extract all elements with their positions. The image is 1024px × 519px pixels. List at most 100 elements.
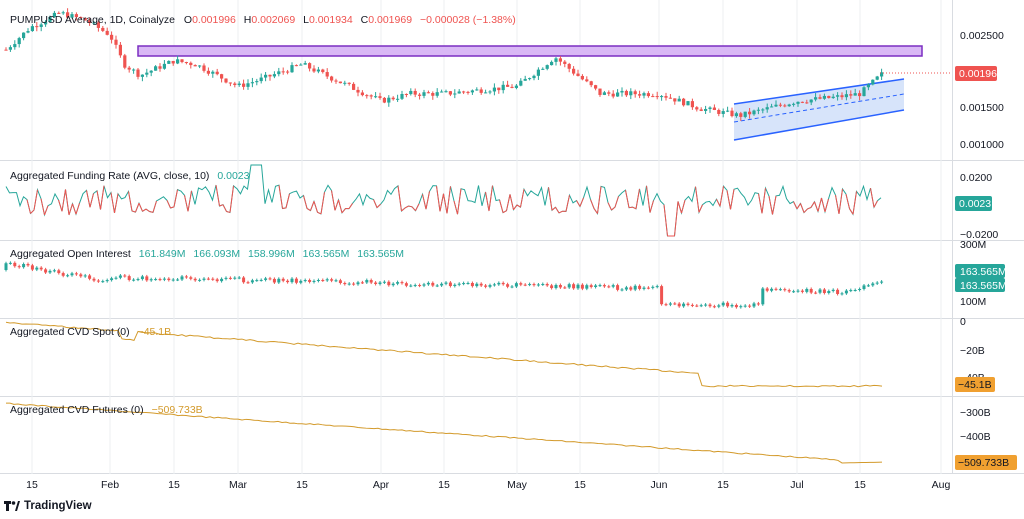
funding-negative-segment: [110, 192, 115, 214]
funding-pane[interactable]: [5, 164, 882, 237]
candle-body: [360, 92, 364, 96]
candle-body: [426, 92, 430, 94]
candle-body: [673, 98, 677, 102]
oi-body: [356, 282, 360, 285]
candle-body: [22, 32, 26, 39]
candle-body: [176, 59, 180, 64]
cvd-spot-axis[interactable]: 0 −20B −40B −45.1B: [955, 316, 995, 392]
candle-body: [246, 83, 250, 87]
oi-body: [39, 267, 43, 270]
candle-body: [154, 66, 158, 71]
candle-body: [778, 104, 782, 106]
open-interest-pane[interactable]: [4, 261, 884, 309]
candle-body: [435, 92, 439, 96]
funding-negative-segment: [215, 184, 220, 207]
candle-body: [589, 81, 593, 86]
candle-body: [475, 89, 479, 91]
channel-lower-line[interactable]: [733, 109, 905, 141]
oi-value-3: 158.996M: [248, 248, 295, 260]
candle-body: [677, 98, 681, 102]
oi-body: [554, 284, 558, 289]
candle-body: [585, 79, 589, 82]
oi-axis-tick: 300M: [960, 239, 986, 251]
oi-body: [545, 283, 549, 286]
cvd-spot-tag-text: −45.1B: [958, 379, 992, 391]
oi-body: [347, 283, 351, 285]
oi-body: [325, 279, 329, 281]
funding-negative-segment: [555, 206, 560, 214]
candle-body: [127, 67, 131, 70]
funding-negative-segment: [695, 186, 700, 213]
candle-body: [290, 65, 294, 73]
oi-body: [110, 278, 114, 281]
candle-body: [44, 21, 48, 25]
price-axis-tick: 0.001500: [960, 102, 1004, 114]
ascending-channel[interactable]: [734, 79, 904, 140]
funding-negative-segment: [436, 185, 441, 212]
oi-body: [492, 284, 496, 286]
candle-body: [409, 90, 413, 95]
oi-body: [360, 282, 364, 284]
funding-negative-segment: [341, 208, 346, 214]
oi-body: [96, 280, 100, 282]
candle-body: [215, 71, 219, 75]
oi-body: [792, 291, 796, 293]
oi-body: [708, 304, 712, 307]
funding-negative-segment: [404, 205, 409, 209]
funding-negative-segment: [33, 189, 38, 211]
last-price-tag-text: 0.001969: [959, 68, 1003, 80]
oi-body: [334, 280, 338, 282]
funding-negative-segment: [663, 204, 668, 237]
candle-body: [422, 92, 426, 96]
oi-body: [858, 288, 862, 290]
candle-body: [594, 85, 598, 89]
funding-negative-segment: [761, 188, 766, 214]
funding-negative-segment: [317, 211, 322, 215]
oi-tag-2-text: 163.565M: [960, 280, 1007, 292]
cvd-spot-pane[interactable]: [5, 321, 883, 388]
oi-body: [686, 303, 690, 305]
oi-body: [743, 305, 747, 307]
oi-body: [431, 282, 435, 286]
oi-axis[interactable]: 300M 100M 163.565M 163.565M: [955, 239, 1007, 308]
funding-axis[interactable]: 0.0200 −0.0200 0.0023: [955, 172, 998, 241]
price-pane[interactable]: [4, 8, 952, 141]
candle-body: [871, 79, 875, 85]
oi-body: [594, 285, 598, 288]
tradingview-brand[interactable]: TradingView: [4, 500, 92, 512]
candle-body: [356, 89, 360, 93]
oi-body: [831, 289, 835, 292]
time-axis[interactable]: 15 Feb 15 Mar 15 Apr 15 May 15 Jun 15 Jul 15 Aug: [26, 479, 950, 491]
oi-body: [272, 278, 276, 283]
cvd-futures-axis[interactable]: −300B −400B −509.733B: [955, 407, 1017, 470]
candle-body: [440, 91, 444, 93]
oi-body: [387, 281, 391, 286]
price-axis[interactable]: 0.002500 0.001500 0.001000 0.001969: [955, 30, 1004, 151]
candle-body: [96, 22, 100, 28]
candle-body: [550, 61, 554, 66]
candle-body: [734, 113, 738, 117]
oi-body: [400, 282, 404, 284]
candle-body: [114, 39, 118, 45]
candle-body: [211, 71, 215, 74]
oi-body: [259, 279, 263, 281]
oi-body: [805, 288, 809, 292]
oi-body: [127, 276, 131, 280]
cvd-futures-pane[interactable]: [5, 402, 883, 464]
funding-negative-segment: [793, 201, 798, 210]
oi-body: [158, 279, 162, 281]
oi-body: [382, 281, 386, 283]
candle-body: [743, 111, 747, 117]
oi-body: [74, 273, 78, 275]
resistance-zone[interactable]: [137, 45, 923, 57]
candle-body: [783, 105, 787, 107]
funding-negative-segment: [229, 185, 234, 213]
oi-body: [44, 269, 48, 273]
oi-body: [206, 278, 210, 280]
funding-negative-segment: [320, 192, 325, 214]
funding-negative-segment: [313, 201, 318, 213]
channel-upper-line[interactable]: [733, 78, 905, 105]
candle-body: [563, 61, 567, 64]
oi-body: [303, 280, 307, 282]
